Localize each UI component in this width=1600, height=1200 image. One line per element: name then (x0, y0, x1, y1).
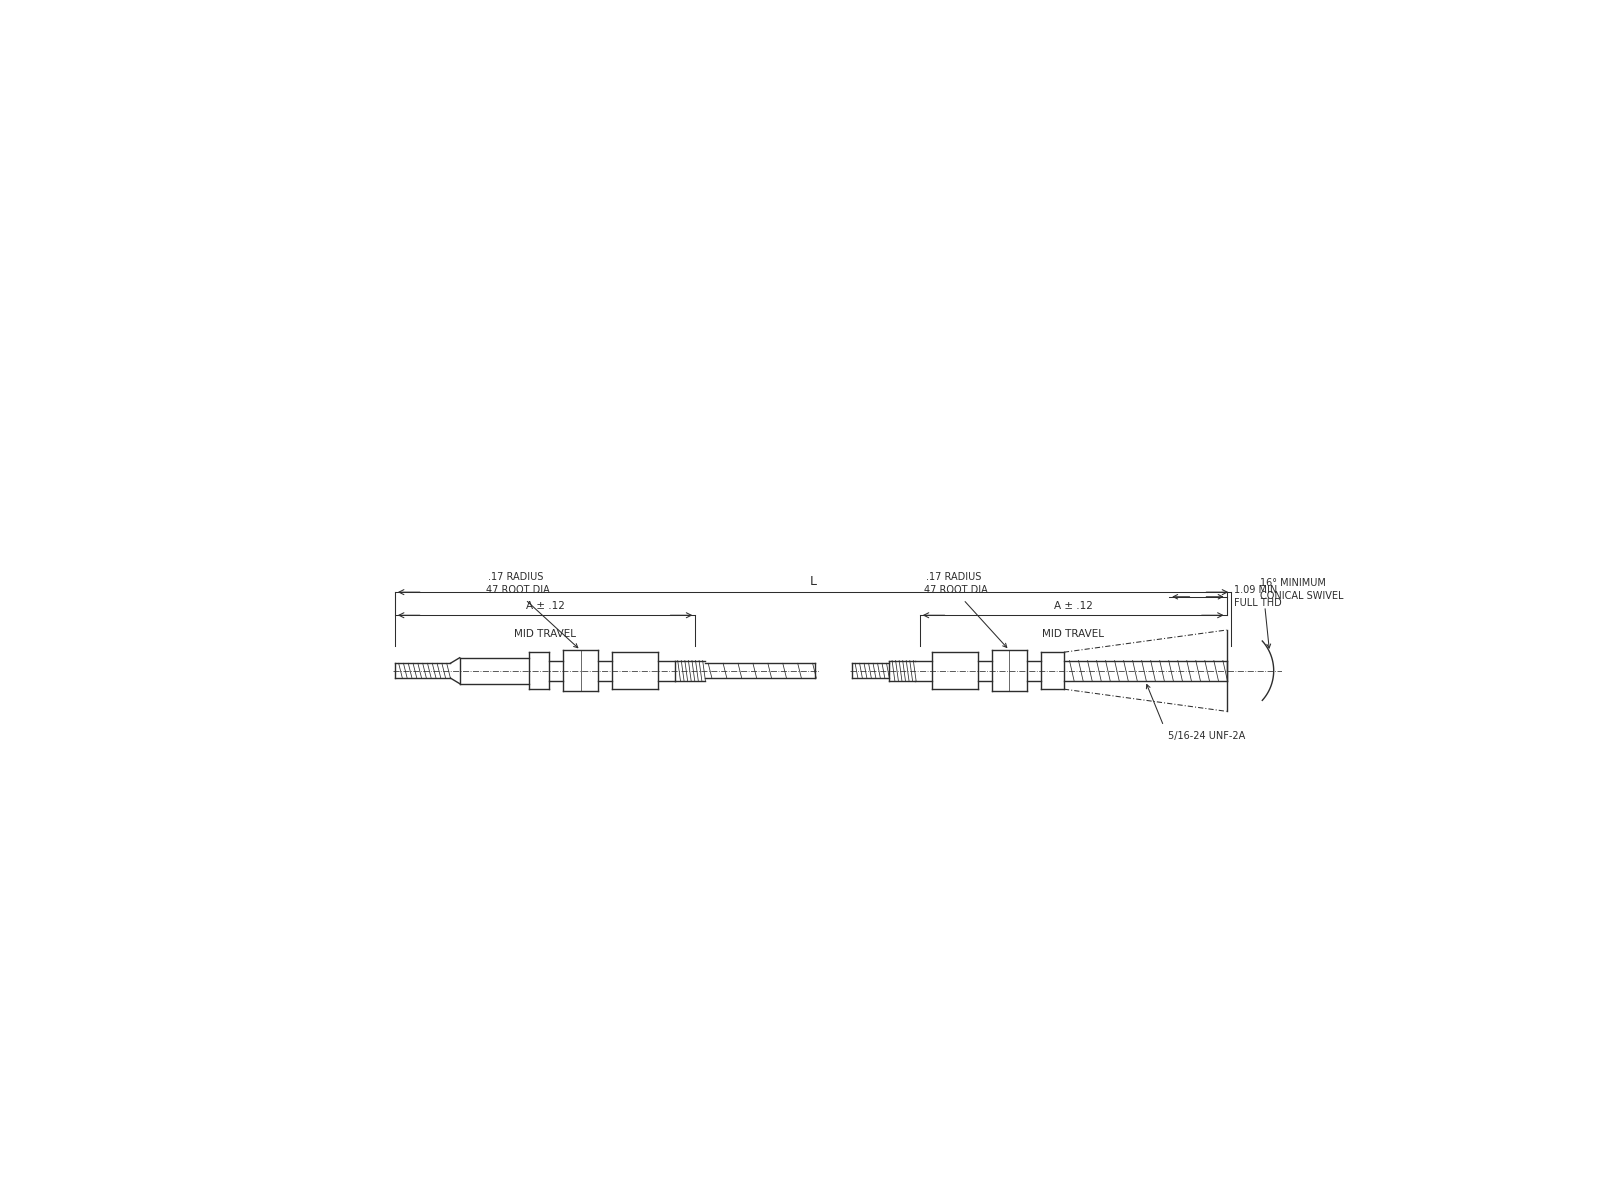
Text: FULL THD: FULL THD (1234, 599, 1282, 608)
Text: 1.09 MIN: 1.09 MIN (1234, 586, 1277, 595)
Text: 16° MINIMUM
CONICAL SWIVEL: 16° MINIMUM CONICAL SWIVEL (1261, 578, 1344, 601)
Text: A ± .12: A ± .12 (526, 601, 565, 611)
Text: .17 RADIUS
.47 ROOT DIA: .17 RADIUS .47 ROOT DIA (920, 571, 987, 595)
Text: 5/16-24 UNF-2A: 5/16-24 UNF-2A (1168, 731, 1245, 740)
Text: MID TRAVEL: MID TRAVEL (1042, 629, 1104, 640)
Text: MID TRAVEL: MID TRAVEL (514, 629, 576, 640)
Text: L: L (810, 575, 816, 588)
Text: A ± .12: A ± .12 (1054, 601, 1093, 611)
Text: .17 RADIUS
.47 ROOT DIA: .17 RADIUS .47 ROOT DIA (483, 571, 549, 595)
